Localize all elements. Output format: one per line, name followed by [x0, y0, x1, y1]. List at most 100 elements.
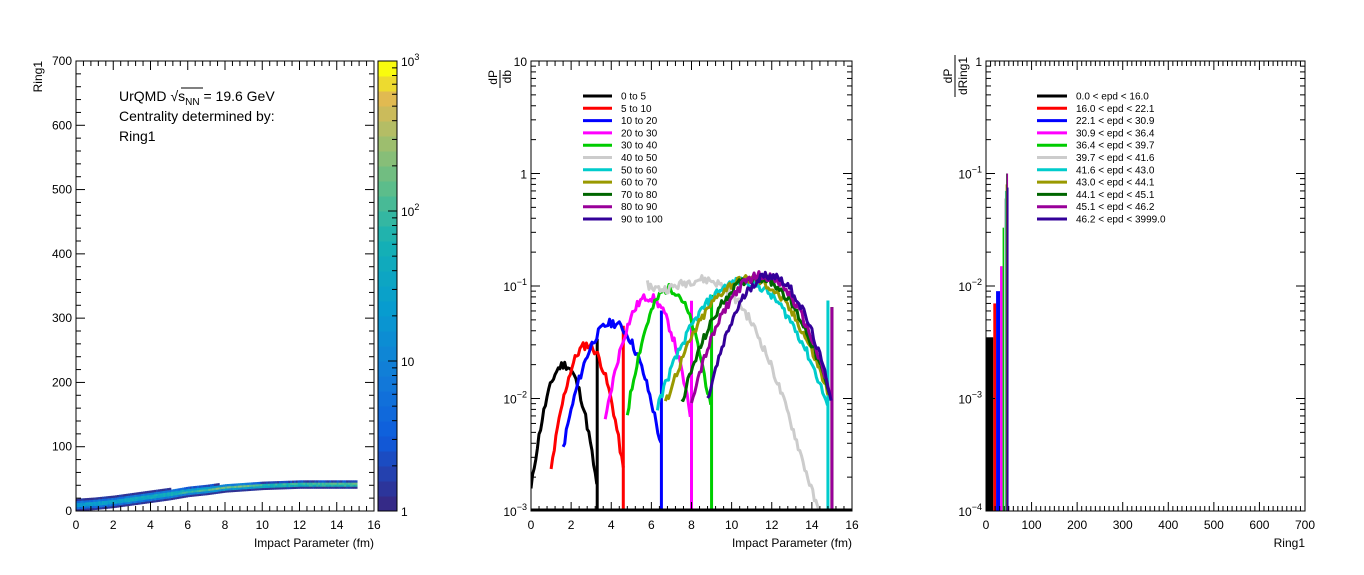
- heatmap-cell: [258, 487, 261, 491]
- y-tick-base: 10: [958, 280, 972, 294]
- heatmap-cell: [152, 498, 155, 501]
- heatmap-cell: [126, 495, 129, 499]
- y-tick-base: 10: [514, 55, 528, 69]
- heatmap-cell: [303, 486, 306, 489]
- annotation-subscript: NN: [185, 97, 199, 108]
- heatmap-cell: [163, 488, 166, 491]
- heatmap-cell: [273, 483, 276, 486]
- y-tick-exponent: −4: [972, 502, 982, 512]
- heatmap-cell: [197, 487, 200, 491]
- heatmap-cell: [120, 498, 123, 501]
- heatmap-cell: [83, 504, 86, 507]
- heatmap-cell: [102, 500, 105, 504]
- heatmap-cell: [191, 486, 194, 489]
- heatmap-cell: [182, 491, 185, 495]
- heatmap-cell: [306, 482, 310, 485]
- heatmap-cell: [267, 487, 270, 490]
- colorbar-segment: [378, 391, 397, 407]
- heatmap-cell: [165, 488, 168, 491]
- heatmap-cell: [236, 483, 239, 486]
- series-line: [549, 341, 625, 470]
- heatmap-cell: [85, 498, 88, 501]
- heatmap-cell: [85, 504, 88, 507]
- heatmap-cell: [349, 482, 352, 485]
- heatmap-cell: [282, 487, 285, 490]
- heatmap-cell: [146, 501, 149, 504]
- legend-entry: 0.0 < epd < 16.0: [1076, 92, 1149, 103]
- heatmap-cell: [241, 487, 244, 490]
- heatmap-cell: [148, 490, 151, 493]
- heatmap-cell: [286, 486, 289, 490]
- heatmap-cell: [167, 488, 170, 491]
- heatmap-cell: [191, 494, 194, 497]
- heatmap-cell: [118, 500, 121, 504]
- heatmap-cell: [292, 484, 295, 488]
- heatmap-cell: [288, 484, 291, 488]
- heatmap-cell: [137, 496, 140, 499]
- heatmap-cell: [163, 498, 166, 502]
- heatmap-cell: [308, 480, 311, 483]
- heatmap-cell: [327, 484, 330, 487]
- heatmap-cell: [252, 486, 256, 489]
- heatmap-cell: [319, 482, 323, 485]
- heatmap-cell: [292, 482, 295, 485]
- heatmap-cell: [141, 495, 144, 499]
- x-tick-label: 700: [1295, 518, 1315, 532]
- heatmap-cell: [310, 482, 313, 485]
- heatmap-cell: [156, 489, 159, 492]
- heatmap-cell: [301, 482, 304, 485]
- heatmap-cell: [120, 504, 123, 508]
- heatmap-cell: [308, 482, 311, 485]
- heatmap-cell: [265, 481, 269, 484]
- y-axis-label: dP dRing1: [941, 55, 970, 97]
- heatmap-cell: [172, 493, 176, 496]
- heatmap-cell: [340, 484, 343, 487]
- heatmap-cell: [225, 488, 228, 491]
- heatmap-cell: [232, 483, 235, 487]
- x-tick-label: 0: [983, 518, 990, 532]
- heatmap-cell: [342, 480, 345, 483]
- heatmap-cell: [334, 482, 338, 485]
- heatmap-cell: [178, 492, 181, 495]
- heatmap-cell: [342, 486, 345, 489]
- heatmap-cell: [185, 488, 189, 492]
- heatmap-cell: [107, 504, 110, 507]
- heatmap-cell: [94, 503, 97, 506]
- heatmap-cell: [234, 483, 237, 486]
- heatmap-cell: [184, 491, 187, 494]
- heatmap-cell: [282, 480, 285, 484]
- colorbar-label-base: 10: [401, 205, 415, 219]
- heatmap-cell: [198, 493, 202, 496]
- colorbar-segment: [378, 436, 397, 452]
- heatmap-cell: [92, 503, 95, 507]
- heatmap-cell: [157, 489, 161, 492]
- heatmap-cell: [107, 502, 110, 505]
- heatmap-cell: [170, 495, 174, 499]
- legend-entry: 20 to 30: [621, 128, 658, 139]
- heatmap-cell: [102, 506, 105, 510]
- heatmap-cell: [116, 501, 120, 504]
- heatmap-cell: [174, 488, 177, 492]
- heatmap-cell: [96, 499, 99, 502]
- heatmap-cell: [156, 497, 159, 501]
- heatmap-cell: [139, 496, 142, 499]
- heatmap-cell: [133, 500, 136, 504]
- legend-entry: 43.0 < epd < 44.1: [1076, 178, 1155, 189]
- heatmap-cell: [329, 486, 332, 489]
- heatmap-cell: [351, 486, 354, 489]
- y-tick-label: 10−1: [958, 165, 982, 182]
- heatmap-cell: [137, 494, 140, 497]
- heatmap-cell: [316, 486, 319, 489]
- heatmap-cell: [87, 502, 90, 505]
- heatmap-cell: [349, 480, 352, 483]
- heatmap-cell: [126, 497, 129, 501]
- heatmap-cell: [267, 485, 270, 488]
- heatmap-cell: [323, 486, 326, 489]
- heatmap-cell: [197, 489, 200, 493]
- heatmap-cell: [141, 497, 144, 501]
- heatmap-cell: [206, 488, 209, 492]
- heatmap-cell: [319, 480, 323, 483]
- heatmap-cell: [83, 498, 86, 501]
- y-tick-base: 10: [958, 168, 972, 182]
- heatmap-cell: [265, 483, 269, 486]
